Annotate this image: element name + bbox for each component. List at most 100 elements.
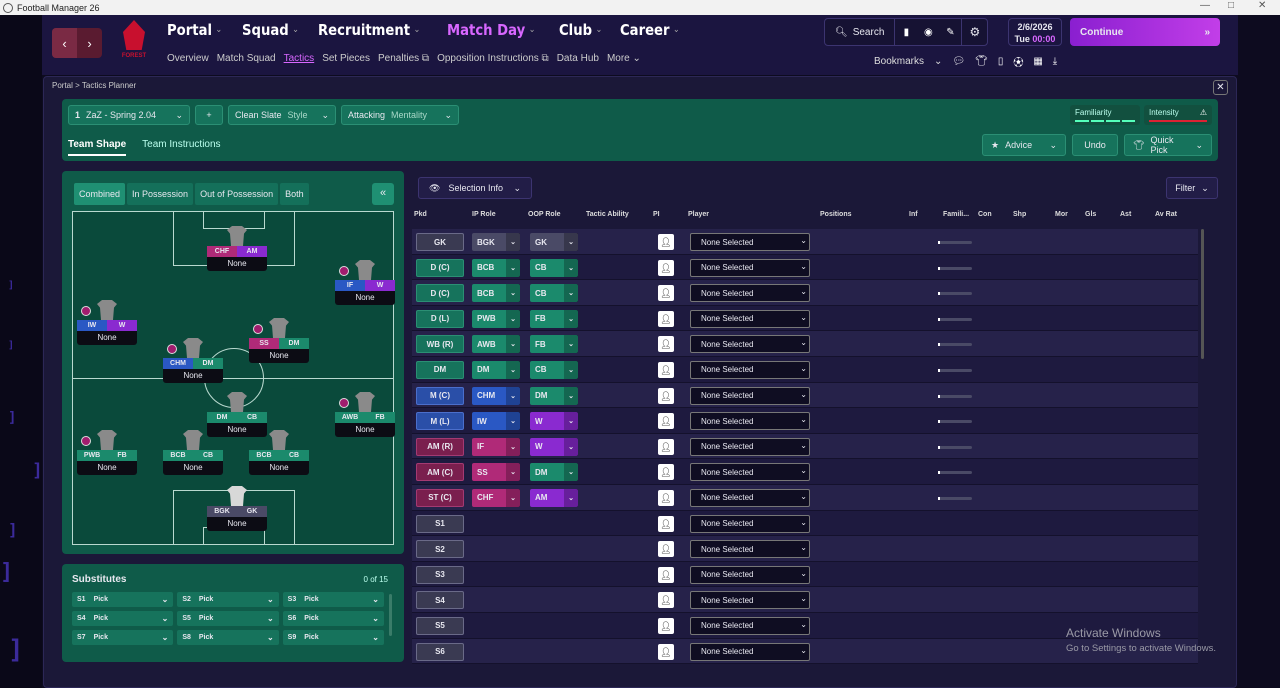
- nav-portal[interactable]: Portal ⌄: [167, 21, 222, 39]
- ip-role-dropdown[interactable]: PWB ⌄: [472, 309, 520, 328]
- player-select[interactable]: None Selected ⌄: [690, 386, 810, 405]
- column-header[interactable]: Shp: [1013, 211, 1027, 218]
- subnav-item[interactable]: Penalties ⧉: [378, 53, 430, 64]
- player-slot[interactable]: IW W None: [77, 300, 137, 345]
- subnav-item[interactable]: Data Hub: [556, 53, 599, 64]
- player-slot[interactable]: AWB FB None: [335, 392, 395, 437]
- person-icon[interactable]: 👤︎: [658, 566, 674, 583]
- column-header[interactable]: Pkd: [414, 211, 427, 218]
- player-select[interactable]: None Selected ⌄: [690, 233, 810, 251]
- player-slot[interactable]: PWB FB None: [77, 430, 137, 475]
- player-select[interactable]: None Selected ⌄: [690, 463, 810, 482]
- calendar-icon[interactable]: ▦: [1033, 56, 1043, 67]
- player-select[interactable]: None Selected ⌄: [690, 642, 810, 661]
- intensity-meter[interactable]: Intensity ⚠: [1144, 105, 1212, 125]
- nav-squad[interactable]: Squad ⌄: [242, 21, 299, 39]
- ip-role-dropdown[interactable]: CHM ⌄: [472, 386, 520, 405]
- oop-role-dropdown[interactable]: DM ⌄: [530, 386, 578, 405]
- ip-role-dropdown[interactable]: DM ⌄: [472, 360, 520, 379]
- ip-role-dropdown[interactable]: BCB ⌄: [472, 258, 520, 277]
- subnav-item[interactable]: Set Pieces: [322, 53, 370, 64]
- continue-button[interactable]: Continue »: [1070, 18, 1220, 46]
- quick-pick-button[interactable]: 👕︎ Quick Pick ⌄: [1124, 134, 1212, 156]
- player-select[interactable]: None Selected ⌄: [690, 616, 810, 635]
- player-select[interactable]: None Selected ⌄: [690, 591, 810, 610]
- player-select[interactable]: None Selected ⌄: [690, 514, 810, 533]
- column-header[interactable]: Tactic Ability: [586, 211, 629, 218]
- person-icon[interactable]: 👤︎: [658, 387, 674, 404]
- column-header[interactable]: Ast: [1120, 211, 1132, 218]
- position-slot[interactable]: M (C): [416, 386, 464, 405]
- sub-slot[interactable]: S3 Pick ⌄: [282, 592, 384, 607]
- ip-role-dropdown[interactable]: CHF ⌄: [472, 488, 520, 507]
- player-select[interactable]: None Selected ⌄: [690, 360, 810, 379]
- sub-slot[interactable]: S9 Pick ⌄: [282, 630, 384, 645]
- forward-icon[interactable]: ›: [87, 35, 92, 51]
- player-select[interactable]: None Selected ⌄: [690, 258, 810, 277]
- minimize-button[interactable]: —: [1200, 0, 1210, 11]
- bookmarks-label[interactable]: Bookmarks: [874, 56, 925, 67]
- maximize-button[interactable]: □: [1228, 0, 1235, 11]
- tab-team-shape[interactable]: Team Shape: [68, 135, 127, 156]
- view-tab-in-possession[interactable]: In Possession: [127, 183, 194, 205]
- back-icon[interactable]: ‹: [52, 28, 77, 58]
- position-slot[interactable]: S6: [416, 642, 464, 661]
- column-header[interactable]: IP Role: [472, 211, 496, 218]
- column-header[interactable]: Inf: [909, 211, 918, 218]
- substitutes-scrollbar[interactable]: [389, 594, 392, 636]
- ip-role-dropdown[interactable]: BGK ⌄: [472, 233, 520, 251]
- oop-role-dropdown[interactable]: W ⌄: [530, 412, 578, 431]
- sub-slot[interactable]: S7 Pick ⌄: [72, 630, 174, 645]
- person-icon[interactable]: 👤︎: [658, 541, 674, 558]
- subnav-item[interactable]: Opposition Instructions ⧉: [437, 53, 549, 64]
- oop-role-dropdown[interactable]: AM ⌄: [530, 488, 578, 507]
- download-icon[interactable]: ⤓: [1052, 56, 1058, 67]
- sub-slot[interactable]: S5 Pick ⌄: [177, 611, 279, 626]
- subnav-item[interactable]: More ⌄: [606, 53, 641, 64]
- position-slot[interactable]: GK: [416, 233, 464, 251]
- ip-role-dropdown[interactable]: SS ⌄: [472, 463, 520, 482]
- column-header[interactable]: Con: [978, 211, 992, 218]
- person-icon[interactable]: 👤︎: [658, 361, 674, 378]
- person-icon[interactable]: 👤︎: [658, 234, 674, 250]
- sub-slot[interactable]: S2 Pick ⌄: [177, 592, 279, 607]
- view-tab-combined[interactable]: Combined: [74, 183, 126, 205]
- gear-icon[interactable]: ⚙: [961, 19, 987, 45]
- player-slot[interactable]: SS DM None: [249, 318, 309, 363]
- chat-icon[interactable]: 💬︎: [952, 56, 966, 67]
- person-icon[interactable]: 👤︎: [658, 285, 674, 302]
- selection-info-dropdown[interactable]: 👁︎ Selection Info ⌄: [418, 177, 532, 199]
- person-icon[interactable]: 👤︎: [658, 592, 674, 609]
- bookmark-icon[interactable]: ▮: [903, 26, 910, 38]
- familiarity-meter[interactable]: Familiarity: [1070, 105, 1140, 125]
- person-icon[interactable]: 👤︎: [658, 438, 674, 455]
- player-select[interactable]: None Selected ⌄: [690, 309, 810, 328]
- ip-role-dropdown[interactable]: IW ⌄: [472, 412, 520, 431]
- player-slot[interactable]: BGK GK None: [207, 486, 267, 531]
- oop-role-dropdown[interactable]: FB ⌄: [530, 309, 578, 328]
- club-crest[interactable]: FOREST: [122, 20, 146, 66]
- nav-career[interactable]: Career ⌄: [620, 21, 680, 39]
- person-icon[interactable]: 👤︎: [658, 310, 674, 327]
- column-header[interactable]: Mor: [1055, 211, 1068, 218]
- pen-icon[interactable]: ✎: [946, 26, 955, 38]
- sub-slot[interactable]: S6 Pick ⌄: [282, 611, 384, 626]
- player-slot[interactable]: CHF AM None: [207, 226, 267, 271]
- mentality-dropdown[interactable]: Attacking Mentality ⌄: [341, 105, 459, 125]
- ip-role-dropdown[interactable]: AWB ⌄: [472, 335, 520, 354]
- filter-dropdown[interactable]: Filter ⌄: [1166, 177, 1218, 199]
- position-slot[interactable]: AM (R): [416, 437, 464, 456]
- position-slot[interactable]: S2: [416, 540, 464, 559]
- oop-role-dropdown[interactable]: W ⌄: [530, 437, 578, 456]
- column-header[interactable]: Av Rat: [1155, 211, 1177, 218]
- player-slot[interactable]: DM CB None: [207, 392, 267, 437]
- player-select[interactable]: None Selected ⌄: [690, 284, 810, 303]
- position-slot[interactable]: D (L): [416, 309, 464, 328]
- column-header[interactable]: Gls: [1085, 211, 1097, 218]
- tactic-selector[interactable]: 1 ZaZ - Spring 2.04 ⌄: [68, 105, 190, 125]
- undo-button[interactable]: Undo: [1072, 134, 1118, 156]
- sub-slot[interactable]: S8 Pick ⌄: [177, 630, 279, 645]
- person-icon[interactable]: 👤︎: [658, 336, 674, 353]
- view-tab-both[interactable]: Both: [280, 183, 309, 205]
- position-slot[interactable]: D (C): [416, 258, 464, 277]
